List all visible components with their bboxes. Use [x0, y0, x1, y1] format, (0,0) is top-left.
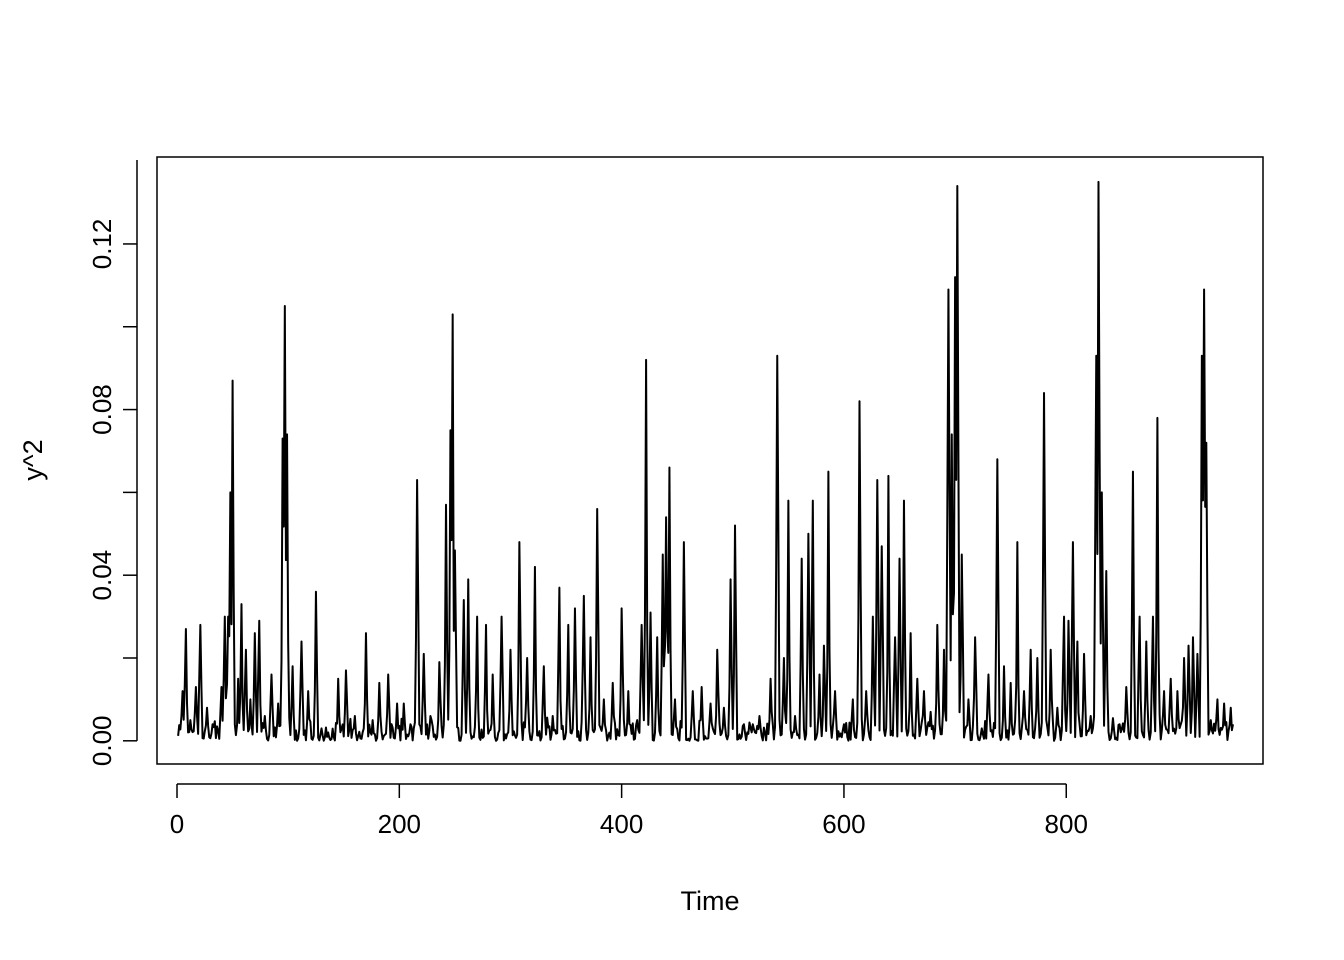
y-axis-title: y^2 [18, 439, 48, 480]
plot-frame [156, 156, 1264, 765]
x-axis-title: Time [681, 886, 740, 916]
y-tick-label: 0.08 [87, 384, 117, 435]
x-tick-label: 200 [378, 809, 421, 839]
y-tick-label: 0.12 [87, 219, 117, 270]
series-layer [177, 180, 1234, 742]
x-tick-label: 800 [1045, 809, 1088, 839]
x-tick-label: 0 [170, 809, 184, 839]
y-tick-label: 0.04 [87, 550, 117, 601]
x-tick-label: 400 [600, 809, 643, 839]
y-axis: 0.00 0.04 0.08 0.12 [87, 159, 138, 767]
series-line [177, 180, 1234, 742]
x-axis: 0 200 400 600 800 [170, 783, 1088, 839]
y-tick-label: 0.00 [87, 716, 117, 767]
x-tick-label: 600 [822, 809, 865, 839]
